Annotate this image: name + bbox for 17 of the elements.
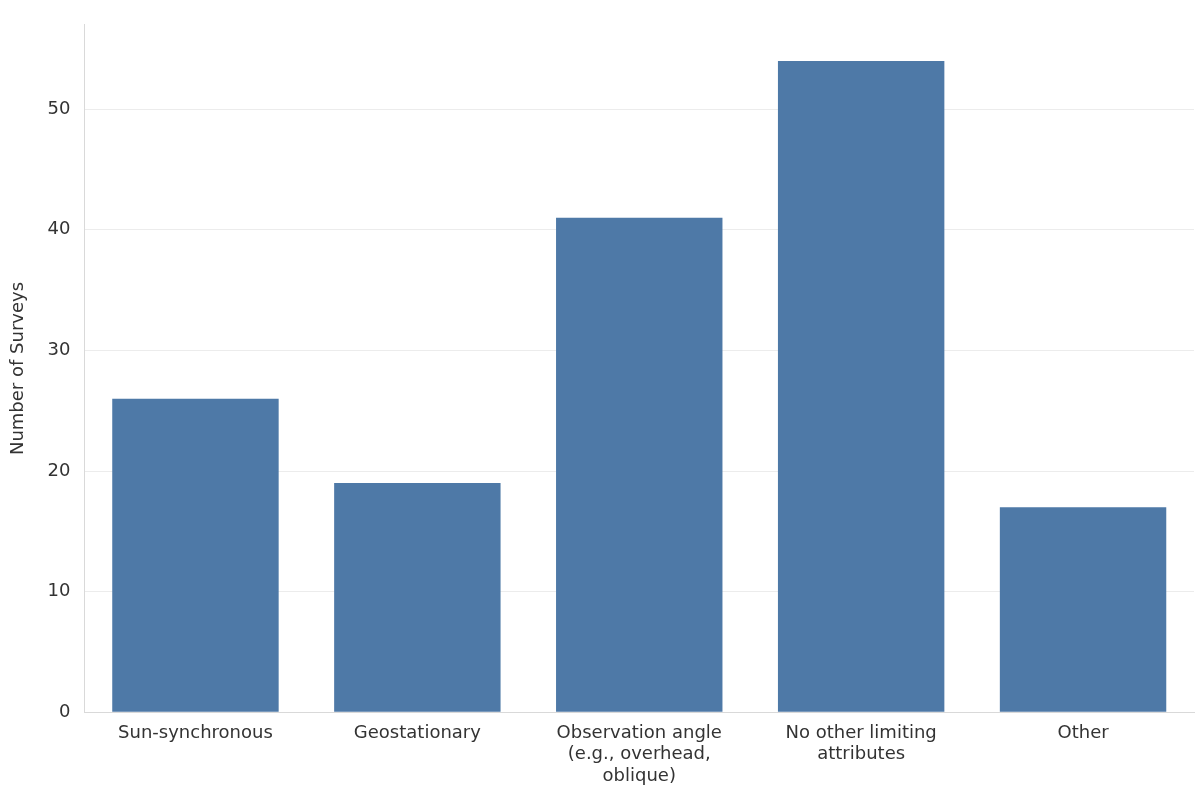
y-tick-label: 30 <box>47 338 71 360</box>
x-tick-label: No other limiting attributes <box>785 720 937 764</box>
y-tick-label: 10 <box>47 579 71 601</box>
x-tick-label: Observation angle (e.g., overhead, oblique) <box>556 720 722 785</box>
bar <box>999 507 1167 712</box>
x-tick-label: Sun-synchronous <box>118 720 273 742</box>
y-tick-label: 50 <box>47 96 71 118</box>
bar <box>334 483 501 712</box>
bar <box>777 60 945 712</box>
x-tick-label: Other <box>1057 720 1110 742</box>
y-tick-label: 40 <box>47 217 71 239</box>
x-tick-label: Geostationary <box>353 720 482 742</box>
bar <box>112 398 279 712</box>
y-tick-label: 20 <box>47 458 71 480</box>
bar <box>556 217 723 712</box>
y-tick-label: 0 <box>59 699 71 721</box>
y-axis-title: Number of Surveys <box>6 281 28 456</box>
